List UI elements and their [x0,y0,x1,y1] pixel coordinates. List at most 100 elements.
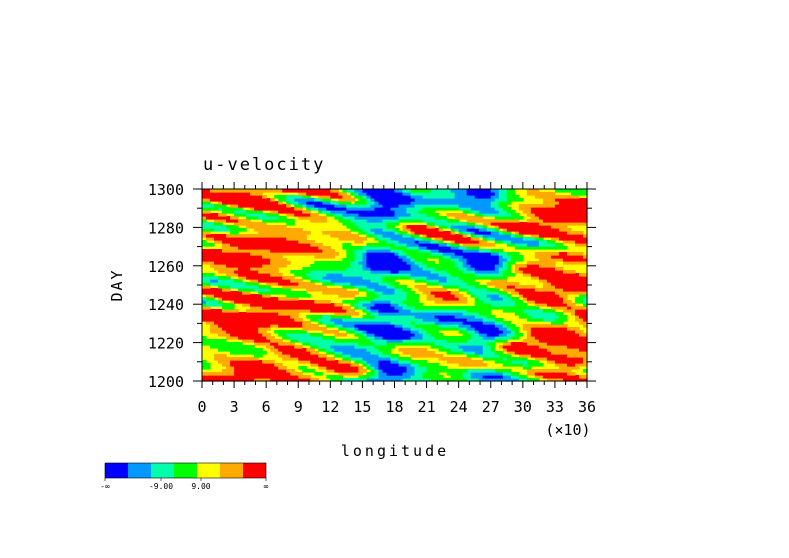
heatmap-cell [482,354,488,358]
heatmap-cell [230,192,235,196]
heatmap-cell [250,264,255,268]
heatmap-cell [434,369,440,373]
heatmap-cell [366,324,372,328]
heatmap-cell [302,201,307,205]
heatmap-cell [490,297,496,301]
heatmap-cell [534,207,540,211]
heatmap-cell [306,315,311,319]
heatmap-cell [534,276,540,280]
heatmap-cell [394,369,400,373]
heatmap-cell [434,366,440,370]
heatmap-cell [334,360,339,364]
heatmap-cell [466,267,472,271]
heatmap-cell [226,225,231,229]
heatmap-cell [490,372,496,376]
heatmap-cell [318,198,323,202]
heatmap-cell [474,225,480,229]
heatmap-cell [334,291,339,295]
heatmap-cell [426,321,432,325]
heatmap-cell [578,378,584,382]
heatmap-cell [386,366,392,370]
heatmap-cell [466,249,472,253]
heatmap-cell [558,348,564,352]
heatmap-cell [394,366,400,370]
heatmap-cell [342,276,347,280]
heatmap-cell [346,300,351,304]
heatmap-cell [274,279,279,283]
heatmap-cell [298,336,303,340]
heatmap-cell [374,249,380,253]
heatmap-cell [402,375,408,379]
heatmap-cell [306,357,311,361]
heatmap-cell [210,318,215,322]
heatmap-cell [526,351,532,355]
heatmap-cell [230,372,235,376]
heatmap-cell [286,309,291,313]
heatmap-cell [254,306,259,310]
heatmap-cell [530,294,536,298]
heatmap-cell [414,309,420,313]
heatmap-cell [254,237,259,241]
heatmap-cell [422,375,428,379]
heatmap-cell [550,198,556,202]
heatmap-cell [270,225,275,229]
heatmap-cell [282,291,287,295]
heatmap-cell [506,330,512,334]
heatmap-cell [286,282,291,286]
heatmap-cell [398,258,404,262]
heatmap-cell [274,348,279,352]
heatmap-cell [270,366,275,370]
heatmap-cell [202,312,207,316]
heatmap-cell [378,195,384,199]
heatmap-cell [226,261,231,265]
heatmap-cell [426,195,432,199]
heatmap-cell [446,300,452,304]
heatmap-cell [486,354,492,358]
heatmap-cell [466,219,472,223]
heatmap-cell [542,330,548,334]
heatmap-cell [406,219,412,223]
heatmap-cell [214,219,219,223]
heatmap-cell [450,198,456,202]
heatmap-cell [246,198,251,202]
heatmap-cell [506,210,512,214]
heatmap-cell [546,231,552,235]
heatmap-cell [286,291,291,295]
heatmap-cell [430,306,436,310]
heatmap-cell [582,240,588,244]
heatmap-cell [538,222,544,226]
heatmap-cell [426,375,432,379]
heatmap-cell [286,213,291,217]
heatmap-cell [338,315,343,319]
heatmap-cell [346,291,351,295]
heatmap-cell [418,276,424,280]
heatmap-cell [486,249,492,253]
heatmap-cell [430,297,436,301]
heatmap-cell [566,252,572,256]
heatmap-cell [222,219,227,223]
heatmap-cell [246,222,251,226]
heatmap-cell [426,339,432,343]
heatmap-cell [234,201,239,205]
heatmap-cell [542,198,548,202]
heatmap-cell [234,348,239,352]
heatmap-cell [398,210,404,214]
heatmap-cell [562,207,568,211]
heatmap-cell [390,345,396,349]
heatmap-cell [370,282,376,286]
heatmap-cell [402,273,408,277]
heatmap-cell [550,360,556,364]
heatmap-cell [534,348,540,352]
heatmap-cell [218,345,223,349]
heatmap-cell [502,210,508,214]
heatmap-cell [402,327,408,331]
heatmap-cell [346,372,351,376]
heatmap-cell [466,321,472,325]
heatmap-cell [322,264,327,268]
heatmap-cell [258,327,263,331]
heatmap-cell [566,363,572,367]
heatmap-cell [434,330,440,334]
heatmap-cell [314,360,319,364]
heatmap-cell [266,204,271,208]
heatmap-cell [342,282,347,286]
